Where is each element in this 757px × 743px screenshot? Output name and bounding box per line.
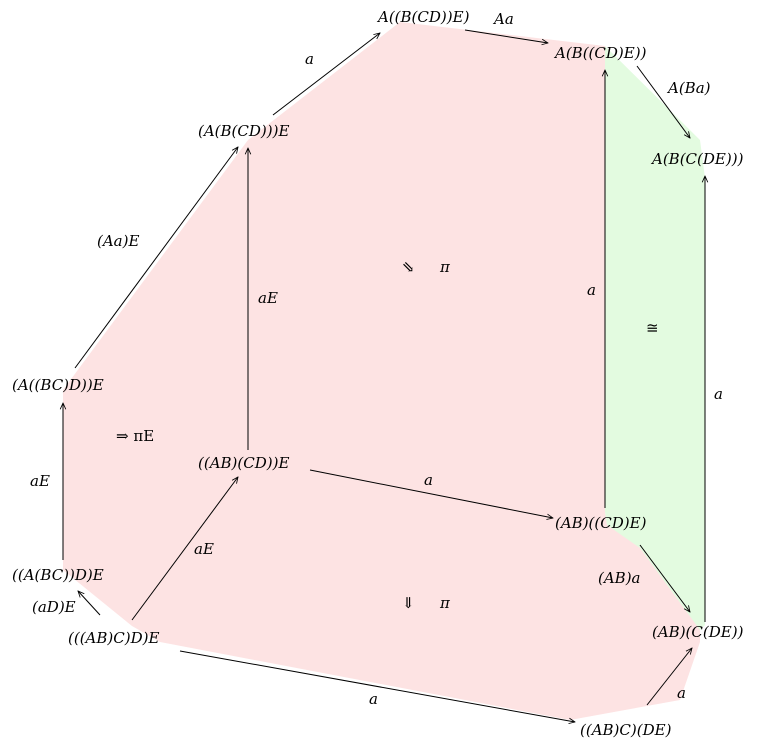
edge-aE-bottom	[131, 477, 238, 621]
edge-label-e10: a	[587, 281, 596, 299]
edge-ABa-lower	[639, 544, 690, 612]
cell-pi-c2: π	[439, 258, 451, 276]
edge-label-e5: Aa	[492, 10, 514, 28]
edge-a-top	[272, 33, 380, 116]
node-n5: A((B(CD))E)	[376, 8, 470, 26]
cell-arrow-c2: ⇘	[402, 258, 415, 276]
node-n9: (AB)((CD)E)	[555, 514, 647, 532]
edge-ABa	[636, 65, 690, 138]
node-n6: A(B((CD)E))	[553, 44, 647, 62]
edge-label-e4: a	[305, 50, 314, 68]
edge-label-e11: (AB)a	[598, 569, 641, 587]
node-n4: (A(B(CD)))E	[198, 122, 289, 140]
cell-label-c1: ⇒ πE	[116, 427, 154, 445]
red-region-left	[63, 22, 700, 720]
cell-pi-c3: π	[439, 594, 451, 612]
edge-label-e13: a	[369, 690, 378, 708]
green-region-right	[605, 46, 705, 630]
edge-label-e9: a	[424, 471, 433, 489]
edge-label-e7: aE	[258, 289, 278, 307]
edge-aDE	[78, 591, 101, 616]
edge-label-e2: aE	[30, 472, 50, 490]
edge-a-middle	[309, 469, 553, 518]
edge-a-bottom	[179, 650, 575, 722]
edge-label-e8: aE	[194, 540, 214, 558]
node-n3: (A((BC)D))E	[12, 376, 104, 394]
cell-label-c4: ≅	[646, 319, 659, 337]
node-n11: ((AB)C)(DE)	[580, 721, 672, 739]
cell-arrow-c3: ⇓	[402, 594, 415, 612]
edge-AaE	[74, 147, 238, 369]
node-n1: (((AB)C)D)E	[68, 629, 159, 647]
edge-label-e6: A(Ba)	[666, 79, 711, 97]
edge-label-e1: (aD)E	[32, 598, 76, 616]
node-n8: ((AB)(CD))E	[198, 454, 289, 472]
edge-label-e12: a	[714, 385, 723, 403]
edge-label-e3: (Aa)E	[97, 232, 139, 250]
node-n10: (AB)(C(DE))	[652, 623, 744, 641]
edge-Aa	[464, 29, 548, 43]
node-n7: A(B(C(DE)))	[650, 150, 744, 168]
edge-a-bottom-right	[646, 648, 692, 706]
node-n2: ((A(BC))D)E	[12, 566, 104, 584]
edge-label-e14: a	[677, 684, 686, 702]
